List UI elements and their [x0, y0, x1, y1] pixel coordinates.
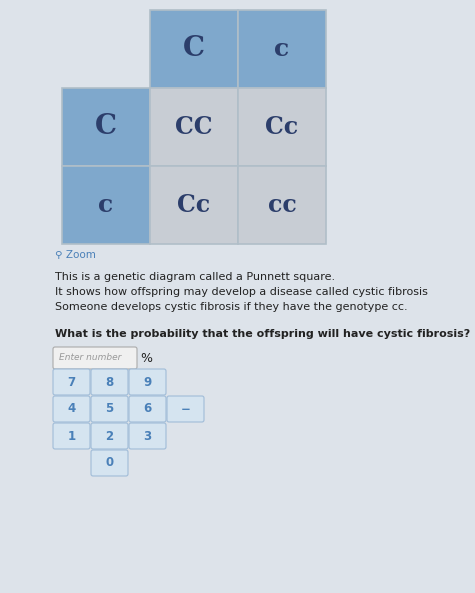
Text: This is a genetic diagram called a Punnett square.: This is a genetic diagram called a Punne…	[55, 272, 335, 282]
Text: 2: 2	[105, 429, 114, 442]
Text: c: c	[98, 193, 114, 217]
Text: 8: 8	[105, 375, 114, 388]
Text: Cc: Cc	[266, 115, 299, 139]
FancyBboxPatch shape	[62, 88, 150, 166]
FancyBboxPatch shape	[150, 10, 238, 88]
Text: 1: 1	[67, 429, 76, 442]
Text: c: c	[275, 37, 290, 61]
FancyBboxPatch shape	[167, 396, 204, 422]
Text: CC: CC	[175, 115, 213, 139]
Text: C: C	[95, 113, 117, 141]
Text: %: %	[140, 352, 152, 365]
FancyBboxPatch shape	[238, 88, 326, 166]
Text: −: −	[180, 403, 190, 416]
Text: cc: cc	[267, 193, 296, 217]
Text: 6: 6	[143, 403, 152, 416]
FancyBboxPatch shape	[53, 369, 90, 395]
Text: Cc: Cc	[178, 193, 210, 217]
FancyBboxPatch shape	[150, 88, 238, 166]
Text: 4: 4	[67, 403, 76, 416]
Text: 3: 3	[143, 429, 152, 442]
Text: ⚲ Zoom: ⚲ Zoom	[55, 250, 96, 260]
Text: 9: 9	[143, 375, 152, 388]
FancyBboxPatch shape	[53, 423, 90, 449]
FancyBboxPatch shape	[129, 396, 166, 422]
FancyBboxPatch shape	[129, 423, 166, 449]
Text: It shows how offspring may develop a disease called cystic fibrosis: It shows how offspring may develop a dis…	[55, 287, 428, 297]
Text: 7: 7	[67, 375, 76, 388]
Text: Enter number: Enter number	[59, 353, 122, 362]
Text: 5: 5	[105, 403, 114, 416]
FancyBboxPatch shape	[129, 369, 166, 395]
Text: Someone develops cystic fibrosis if they have the genotype cc.: Someone develops cystic fibrosis if they…	[55, 302, 408, 312]
FancyBboxPatch shape	[91, 396, 128, 422]
Text: 0: 0	[105, 457, 114, 470]
Text: What is the probability that the offspring will have cystic fibrosis?: What is the probability that the offspri…	[55, 329, 470, 339]
FancyBboxPatch shape	[91, 423, 128, 449]
FancyBboxPatch shape	[53, 396, 90, 422]
FancyBboxPatch shape	[91, 369, 128, 395]
FancyBboxPatch shape	[62, 166, 150, 244]
Text: C: C	[183, 36, 205, 62]
FancyBboxPatch shape	[238, 10, 326, 88]
FancyBboxPatch shape	[91, 450, 128, 476]
FancyBboxPatch shape	[53, 347, 137, 369]
FancyBboxPatch shape	[238, 166, 326, 244]
FancyBboxPatch shape	[150, 166, 238, 244]
